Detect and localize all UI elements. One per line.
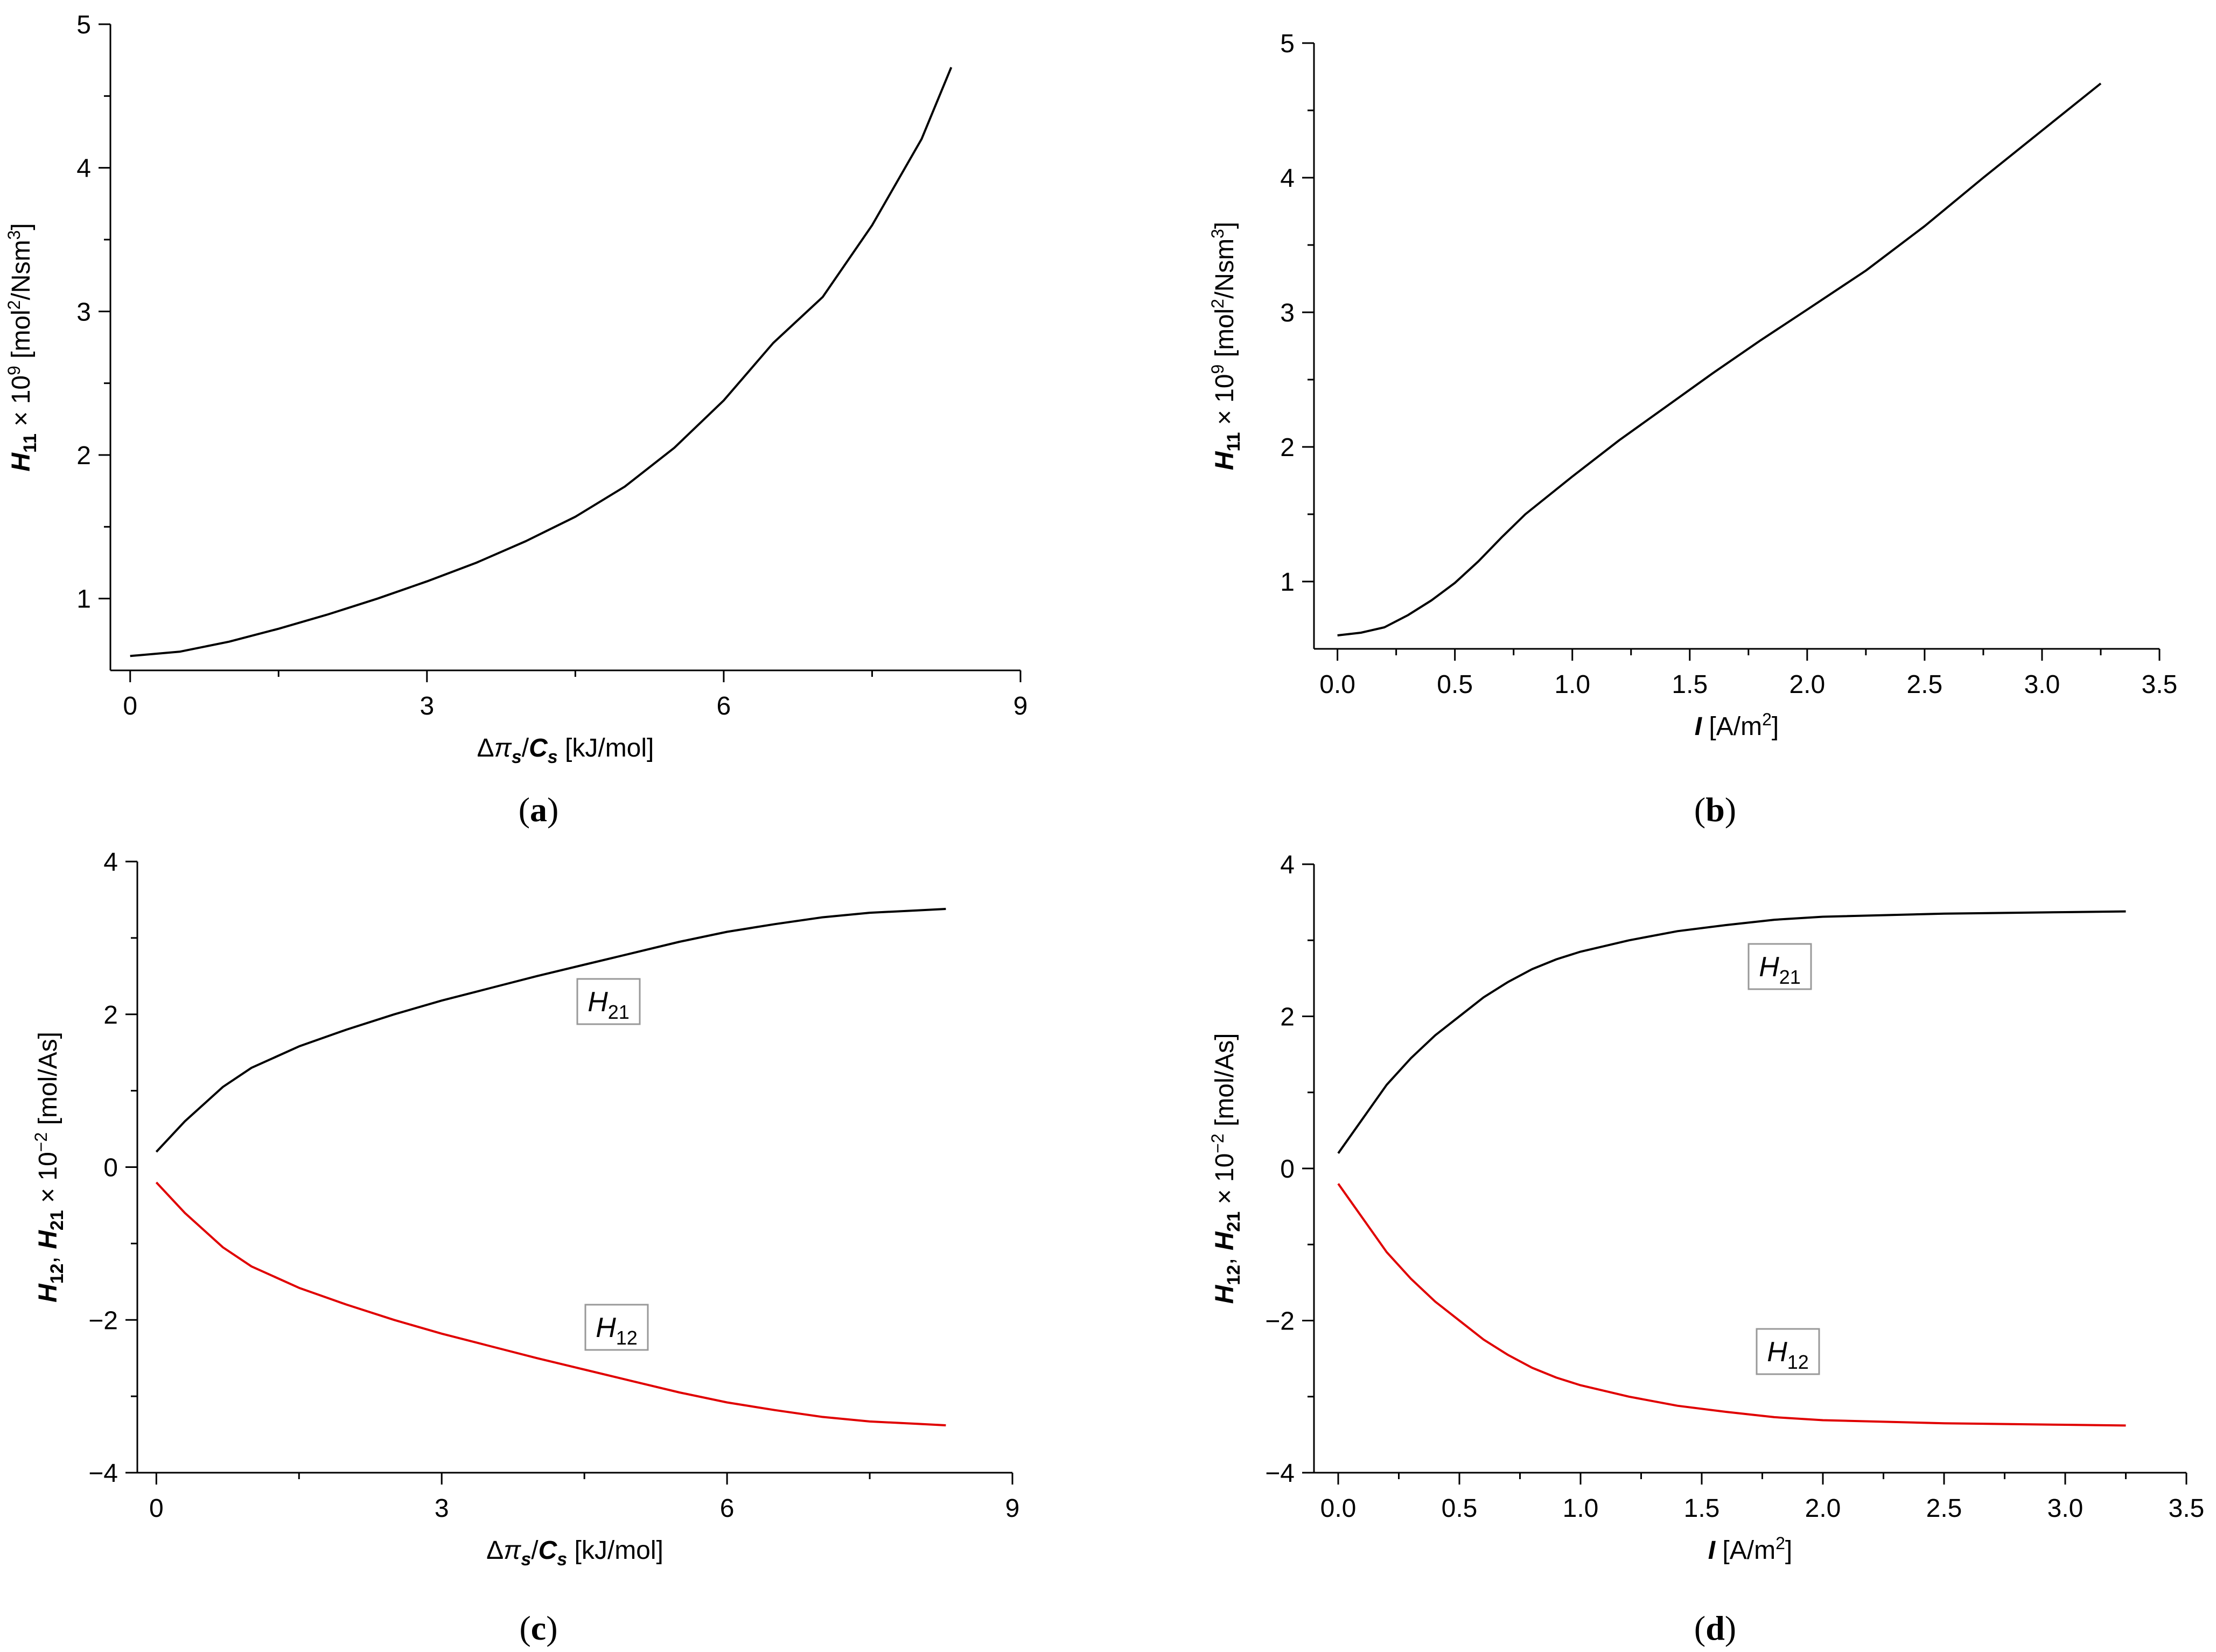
series-label-h12: H12 [1756,1328,1820,1375]
panel-label: (d) [1694,1609,1736,1647]
y-tick-label: 4 [1280,164,1295,193]
series-label-text: H12 [1767,1336,1809,1373]
panel-label: (a) [519,790,559,829]
y-tick-label: 1 [76,585,91,614]
x-tick-label: 9 [1013,692,1028,720]
series-label-text: H21 [1759,951,1801,988]
series-label-box [584,1304,649,1351]
x-tick-label: 1.5 [1684,1494,1720,1523]
series-line-h11 [130,67,953,657]
y-tick-label: −2 [1265,1307,1295,1336]
y-axis-label: H12, H21 × 10−2 [mol/As] [1208,1033,1244,1304]
chart-panel-c: 0 3 6 9 −4 −2 0 2 4 H21 H12 Δπs/Cs [kJ/mol] H12, H21… [31,848,1019,1647]
x-tick-label: 2.5 [1907,670,1943,699]
x-tick-label: 0.5 [1437,670,1473,699]
x-axis-label: I [A/m2] [1708,1534,1793,1565]
y-axis-label: H11 × 109 [mol2/Nsm3] [1208,222,1244,470]
series-label-box [576,978,641,1025]
series-label-box [1756,1328,1820,1375]
y-tick-label: 2 [76,442,91,470]
x-tick-label: 0.5 [1442,1494,1478,1523]
y-tick-label: 3 [76,298,91,326]
x-tick-label: 6 [720,1494,735,1523]
y-tick-label: 1 [1280,568,1295,597]
y-tick-label: 3 [1280,299,1295,327]
x-tick-label: 0 [123,692,137,720]
x-tick-label: 2.5 [1926,1494,1962,1523]
y-tick-label: 4 [1280,851,1295,879]
chart-panel-b: 0.0 0.5 1.0 1.5 2.0 2.5 3.0 3.5 1 2 3 4 5 I [A/m2] H11… [1208,30,2177,829]
y-tick-label: 2 [103,1001,118,1030]
x-tick-label: 2.0 [1789,670,1825,699]
x-tick-label: 3.0 [2024,670,2060,699]
y-tick-label: −4 [88,1459,118,1488]
x-axis-label: Δπs/Cs [kJ/mol] [486,1536,663,1570]
series-label-h21: H21 [576,978,641,1025]
x-tick-label: 2.0 [1805,1494,1841,1523]
x-tick-label: 3.0 [2047,1494,2084,1523]
y-tick-label: 5 [1280,30,1295,58]
x-tick-label: 1.0 [1554,670,1590,699]
series-line-h12 [1337,1183,2126,1427]
y-tick-label: 5 [76,11,91,39]
chart-panel-d: 0.0 0.5 1.0 1.5 2.0 2.5 3.0 3.5 −4 −2 0 2 4 H21 H12 I [… [1208,851,2204,1647]
panel-label: (c) [519,1609,557,1647]
series-label-h21: H21 [1747,943,1812,990]
series-label-box [1747,943,1812,990]
x-tick-label: 3 [435,1494,449,1523]
y-tick-label: 2 [1280,1003,1295,1032]
y-tick-label: 4 [76,155,91,183]
x-tick-label: 3.5 [2169,1494,2205,1523]
y-axis-label: H11 × 109 [mol2/Nsm3] [4,223,40,471]
x-tick-label: 3 [420,692,434,720]
x-tick-label: 3.5 [2142,670,2178,699]
y-tick-label: 4 [103,848,118,877]
x-tick-label: 0.0 [1320,1494,1357,1523]
x-tick-label: 1.0 [1563,1494,1599,1523]
x-axis-label: Δπs/Cs [kJ/mol] [477,734,654,767]
series-line-h21 [155,908,946,1153]
y-tick-label: −4 [1265,1459,1295,1488]
x-tick-label: 1.5 [1672,670,1708,699]
y-axis-label: H12, H21 × 10−2 [mol/As] [31,1032,67,1303]
x-tick-label: 9 [1005,1494,1020,1523]
y-tick-label: 2 [1280,433,1295,462]
y-tick-label: 0 [1280,1155,1295,1184]
panel-label: (b) [1694,790,1736,829]
x-tick-label: 0.0 [1319,670,1355,699]
series-line-h11 [1337,82,2102,636]
x-tick-label: 0 [149,1494,164,1523]
series-label-h12: H12 [584,1304,649,1351]
series-line-h21 [1337,910,2126,1154]
x-axis-label: I [A/m2] [1695,710,1779,741]
series-label-text: H12 [596,1312,638,1349]
y-tick-label: 0 [103,1154,118,1182]
series-label-text: H21 [588,986,630,1023]
y-tick-label: −2 [88,1306,118,1335]
x-tick-label: 6 [717,692,731,720]
series-line-h12 [155,1181,946,1426]
